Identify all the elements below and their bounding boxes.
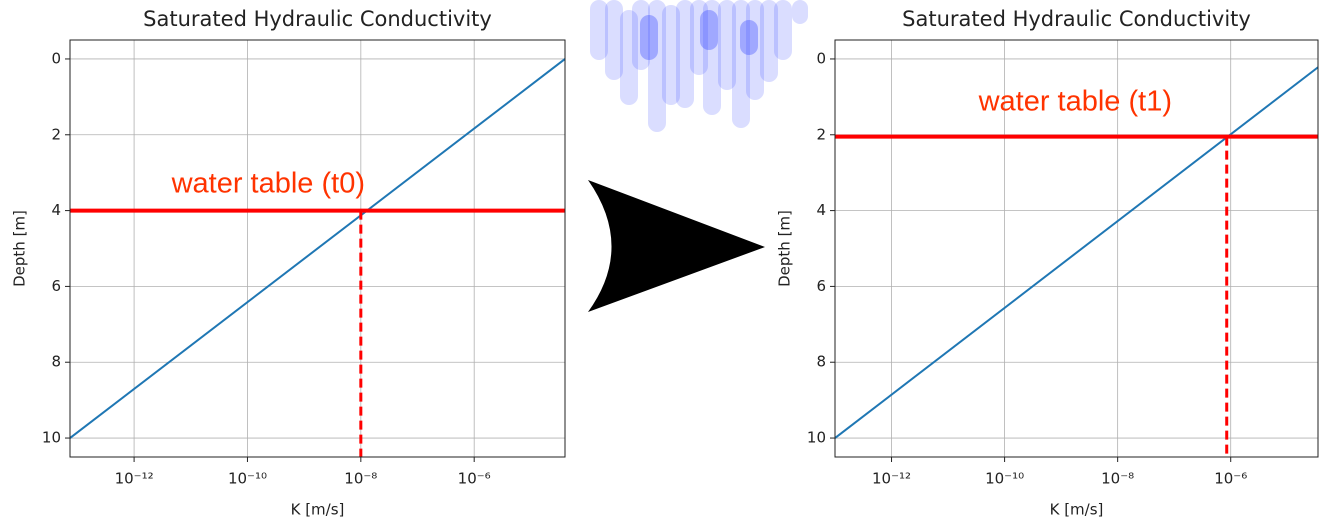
y-axis-label: Depth [m]: [11, 210, 29, 287]
x-tick-label: 10⁻⁶: [1214, 470, 1247, 488]
arrow: [588, 180, 765, 312]
y-tick-label: 2: [51, 125, 61, 143]
water-table-label: water table (t1): [978, 86, 1172, 118]
x-tick-label: 10⁻¹²: [115, 470, 154, 488]
x-axis-label: K [m/s]: [291, 501, 345, 519]
chart: Saturated Hydraulic Conductivity 0 2 4 6 8 10 1…: [776, 7, 1319, 519]
x-tick-label: 10⁻⁸: [1101, 470, 1134, 488]
y-axis-label: Depth [m]: [776, 210, 794, 287]
chart-title: Saturated Hydraulic Conductivity: [143, 7, 492, 31]
y-tick-label: 0: [816, 49, 826, 67]
x-tick-label: 10⁻⁸: [344, 470, 377, 488]
x-tick-label: 10⁻¹⁰: [228, 470, 267, 488]
y-tick-label: 8: [816, 353, 826, 371]
chart-title: Saturated Hydraulic Conductivity: [902, 7, 1251, 31]
y-tick-label: 6: [816, 277, 826, 295]
x-tick-label: 10⁻⁶: [458, 470, 491, 488]
y-tick-label: 8: [51, 353, 61, 371]
y-tick-label: 6: [51, 277, 61, 295]
x-tick-label: 10⁻¹²: [872, 470, 911, 488]
x-tick-label: 10⁻¹⁰: [985, 470, 1024, 488]
rain: [590, 0, 808, 132]
y-tick-label: 4: [51, 201, 61, 219]
data-line: [835, 66, 1318, 439]
x-axis-label: K [m/s]: [1050, 501, 1104, 519]
y-tick-label: 10: [807, 429, 826, 447]
chart: Saturated Hydraulic Conductivity 0 2 4 6 8 10 1…: [11, 7, 566, 519]
plot-frame: [69, 39, 566, 458]
y-tick-label: 10: [42, 429, 61, 447]
data-line: [70, 58, 565, 439]
y-tick-label: 4: [816, 201, 826, 219]
water-table-label: water table (t0): [171, 168, 365, 200]
y-tick-label: 2: [816, 125, 826, 143]
plot-frame: [834, 39, 1319, 458]
y-tick-label: 0: [51, 49, 61, 67]
